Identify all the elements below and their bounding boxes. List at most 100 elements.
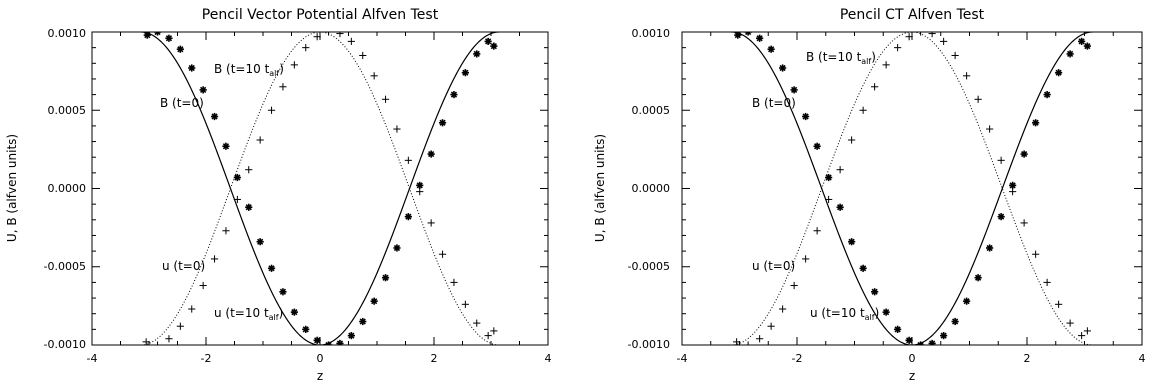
panel-ct: Pencil CT Alfven Test 0.0010 0.0005 0.00… xyxy=(593,7,1146,383)
asterisk-point xyxy=(290,308,298,316)
ytick-label-3: 0.0000 xyxy=(48,182,87,195)
annotation-u-t0: u (t=0) xyxy=(752,259,795,273)
xtick-label-1: -4 xyxy=(87,352,98,365)
axis-ticks xyxy=(681,31,1143,346)
plus-point xyxy=(848,136,856,144)
series-line-dotted xyxy=(140,32,500,345)
plus-point xyxy=(438,250,447,258)
asterisk-point xyxy=(302,325,310,333)
xtick-label-4: 2 xyxy=(1024,352,1031,365)
plus-point xyxy=(176,322,184,330)
x-axis-label: z xyxy=(909,369,915,383)
plus-point xyxy=(347,37,355,45)
plus-point xyxy=(210,255,219,263)
xtick-label-3: 0 xyxy=(909,352,916,365)
asterisk-point xyxy=(143,32,151,39)
asterisk-point xyxy=(165,34,173,42)
asterisk-point xyxy=(813,142,821,150)
asterisk-point xyxy=(1078,37,1086,45)
xtick-label-1: -4 xyxy=(677,352,688,365)
asterisk-point xyxy=(324,341,333,345)
xtick-label-2: -2 xyxy=(201,352,212,365)
ytick-label: 0.0000 xyxy=(48,182,87,195)
asterisk-point xyxy=(393,244,401,252)
plus-point xyxy=(222,227,230,235)
annotation-u-t10: u (t=10 talf) xyxy=(214,306,283,322)
plus-point xyxy=(894,44,902,52)
annotation-b-t10: B (t=10 talf) xyxy=(806,50,876,66)
asterisk-point xyxy=(859,264,867,272)
plot-area: 0.0010 0.0005 0.0000 -0.0005 -0.0010 -4 … xyxy=(593,27,1146,383)
plus-point xyxy=(461,300,469,308)
asterisk-point xyxy=(256,238,264,246)
xtick-label-3: 0 xyxy=(317,352,324,365)
plus-point xyxy=(871,83,879,91)
plus-point xyxy=(302,44,310,52)
plot-frame xyxy=(681,31,1143,346)
asterisk-point xyxy=(438,119,447,127)
asterisk-point xyxy=(756,34,764,42)
plus-point xyxy=(199,281,207,290)
ytick-label-2: 0.0005 xyxy=(48,104,87,117)
asterisk-point xyxy=(404,213,412,221)
xtick-label-2: -2 xyxy=(792,352,803,365)
panel-vector-potential: Pencil Vector Potential Alfven Test 0.00… xyxy=(5,7,552,383)
asterisk-point xyxy=(1066,50,1074,58)
plus-point xyxy=(473,319,481,327)
asterisk-point xyxy=(484,37,492,45)
plus-point xyxy=(267,106,276,114)
asterisk-point xyxy=(767,45,775,53)
asterisk-point xyxy=(490,42,498,50)
asterisk-point xyxy=(882,308,890,316)
annotation-b-t10: B (t=10 talf) xyxy=(214,62,284,78)
plus-point xyxy=(279,83,287,91)
asterisk-point xyxy=(871,288,879,296)
plus-point xyxy=(324,32,333,36)
asterisk-point xyxy=(1083,42,1091,50)
ytick-label-5: -0.0010 xyxy=(44,338,86,351)
plus-point xyxy=(450,278,458,286)
plus-point xyxy=(917,32,925,36)
asterisk-point xyxy=(917,341,925,345)
asterisk-point xyxy=(1055,69,1063,77)
xtick-label-5: 4 xyxy=(545,352,552,365)
plus-point xyxy=(381,95,390,103)
plus-point xyxy=(153,341,162,345)
asterisk-point xyxy=(790,86,798,94)
asterisk-point xyxy=(461,69,469,77)
asterisk-point xyxy=(267,264,276,272)
asterisk-point xyxy=(450,91,458,99)
asterisk-point xyxy=(199,86,207,94)
asterisk-point xyxy=(473,50,481,58)
asterisk-point xyxy=(416,181,424,189)
plus-point xyxy=(951,51,959,60)
plus-point xyxy=(825,195,833,204)
plus-point xyxy=(1055,300,1063,308)
plus-point xyxy=(416,188,424,196)
asterisk-point xyxy=(1032,119,1040,127)
asterisk-point xyxy=(1009,181,1017,189)
annotation-b-t0: B (t=0) xyxy=(752,96,796,110)
plus-point xyxy=(882,61,890,69)
chart-marks xyxy=(731,32,1093,345)
ytick-label: 0.0005 xyxy=(48,104,87,117)
plus-point xyxy=(744,341,752,345)
plus-point xyxy=(336,32,344,38)
ytick-label: -0.0010 xyxy=(44,338,86,351)
asterisk-point xyxy=(381,274,390,282)
plus-point xyxy=(1083,327,1091,335)
plus-point xyxy=(986,125,994,133)
plus-point xyxy=(393,125,401,133)
annotation-b-t0: B (t=0) xyxy=(160,96,204,110)
xtick-label-5: 4 xyxy=(1139,352,1146,365)
asterisk-point xyxy=(359,317,367,326)
series-line-solid xyxy=(140,32,500,345)
plus-point xyxy=(940,37,948,45)
ytick-label-1: 0.0010 xyxy=(48,27,87,40)
plus-point xyxy=(370,72,378,80)
xtick-label-4: 2 xyxy=(431,352,438,365)
plus-point xyxy=(359,51,367,60)
asterisk-point xyxy=(940,332,948,340)
annotation-u-t0: u (t=0) xyxy=(162,259,205,273)
